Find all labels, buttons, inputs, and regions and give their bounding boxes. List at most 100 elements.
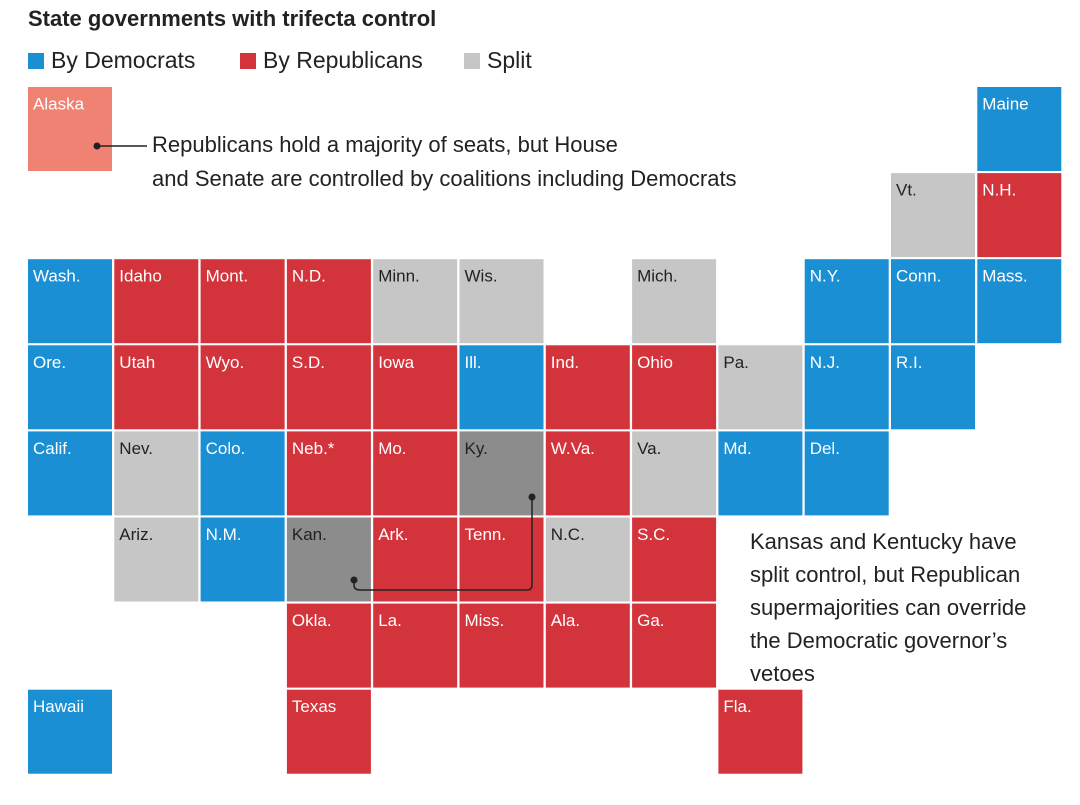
state-label: La. — [378, 611, 402, 630]
state-label: Miss. — [465, 611, 505, 630]
state-label: Maine — [982, 94, 1028, 113]
state-tile — [373, 259, 458, 344]
state-label: Texas — [292, 697, 336, 716]
state-label: Mont. — [206, 267, 249, 286]
state-label: N.C. — [551, 525, 585, 544]
state-label: Wis. — [465, 267, 498, 286]
state-tile — [891, 173, 975, 258]
state-tile — [459, 603, 544, 688]
state-tile — [632, 603, 717, 688]
state-label: Mass. — [982, 267, 1027, 286]
annotation-text: the Democratic governor’s — [750, 628, 1007, 653]
state-tile — [286, 431, 371, 516]
state-label: Colo. — [206, 439, 246, 458]
state-label: Idaho — [119, 267, 162, 286]
state-label: Ariz. — [119, 525, 153, 544]
state-tile — [286, 603, 371, 688]
state-tile — [891, 259, 975, 344]
state-tile — [804, 345, 889, 430]
state-tile — [804, 259, 889, 344]
state-label: N.J. — [810, 353, 840, 372]
state-tile — [632, 431, 717, 516]
state-label: Ark. — [378, 525, 408, 544]
state-tile — [28, 689, 112, 774]
state-tile — [977, 173, 1062, 258]
annotation-text: vetoes — [750, 661, 815, 686]
state-tile — [632, 517, 717, 602]
state-label: Hawaii — [33, 697, 84, 716]
annotation-dot — [350, 576, 358, 584]
state-tile — [373, 345, 458, 430]
state-label: Conn. — [896, 267, 941, 286]
map-title: State governments with trifecta control — [28, 6, 436, 31]
state-tile — [804, 431, 889, 516]
state-tile — [459, 259, 544, 344]
state-tile — [114, 259, 199, 344]
state-label: Vt. — [896, 181, 917, 200]
state-label: Md. — [723, 439, 751, 458]
state-tile — [200, 259, 285, 344]
state-tile — [28, 87, 112, 171]
state-label: Calif. — [33, 439, 72, 458]
state-label: Neb.* — [292, 439, 335, 458]
state-tile — [718, 689, 803, 774]
state-label: Nev. — [119, 439, 153, 458]
state-tile — [373, 431, 458, 516]
state-label: Ohio — [637, 353, 673, 372]
legend-swatch — [240, 53, 256, 69]
state-tile — [286, 345, 371, 430]
annotation-dot — [528, 493, 536, 501]
state-tile — [632, 345, 717, 430]
legend-swatch — [28, 53, 44, 69]
state-label: N.D. — [292, 267, 326, 286]
annotations: Republicans hold a majority of seats, bu… — [152, 132, 1026, 686]
state-tile — [545, 603, 630, 688]
state-label: Ga. — [637, 611, 664, 630]
state-tile — [286, 689, 371, 774]
annotation-leader — [353, 497, 533, 591]
state-label: Va. — [637, 439, 661, 458]
state-label: R.I. — [896, 353, 922, 372]
state-tile — [632, 259, 717, 344]
state-label: S.D. — [292, 353, 325, 372]
state-label: Fla. — [723, 697, 751, 716]
state-label: Okla. — [292, 611, 332, 630]
state-label: Ky. — [465, 439, 488, 458]
state-label: Alaska — [33, 94, 85, 113]
legend-label: Split — [487, 47, 532, 73]
state-label: Utah — [119, 353, 155, 372]
state-tile — [545, 345, 630, 430]
state-tile — [459, 345, 544, 430]
state-label: Ore. — [33, 353, 66, 372]
state-tile — [286, 517, 371, 602]
state-tile — [28, 345, 112, 430]
state-tile — [373, 603, 458, 688]
state-tile — [545, 517, 630, 602]
state-tile — [200, 431, 285, 516]
legend-label: By Democrats — [51, 47, 195, 73]
state-label: Minn. — [378, 267, 420, 286]
legend-swatch — [464, 53, 480, 69]
annotation-text: split control, but Republican — [750, 562, 1020, 587]
state-label: Wyo. — [206, 353, 245, 372]
annotation-text: Republicans hold a majority of seats, bu… — [152, 132, 618, 157]
annotation-text: supermajorities can override — [750, 595, 1026, 620]
state-tile — [977, 87, 1062, 171]
state-tile — [114, 431, 199, 516]
annotation-text: Kansas and Kentucky have — [750, 529, 1017, 554]
state-label: Iowa — [378, 353, 414, 372]
tiles: Alaska Maine Vt. N.H. Wash. Idaho Mont. N.D. Min… — [28, 87, 1062, 774]
state-label: Kan. — [292, 525, 327, 544]
state-tile — [545, 431, 630, 516]
state-label: Pa. — [723, 353, 749, 372]
legend: By Democrats By Republicans Split — [28, 47, 532, 73]
legend-label: By Republicans — [263, 47, 423, 73]
state-tile — [114, 517, 199, 602]
state-label: N.H. — [982, 181, 1016, 200]
state-label: Tenn. — [465, 525, 507, 544]
state-label: Mich. — [637, 267, 678, 286]
state-tile — [718, 431, 803, 516]
state-tile — [459, 431, 544, 516]
state-tile — [28, 431, 112, 516]
